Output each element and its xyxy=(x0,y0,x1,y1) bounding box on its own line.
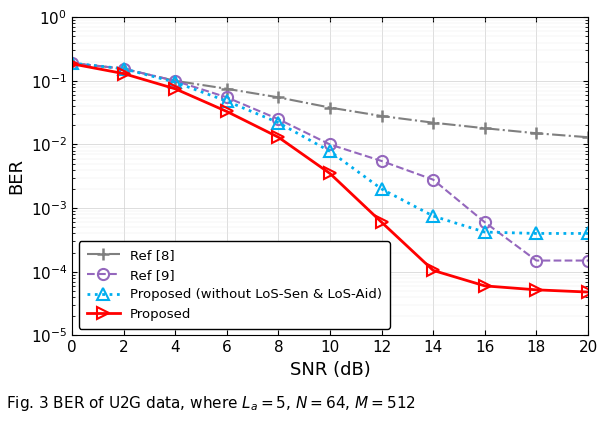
Proposed xyxy=(120,71,127,76)
Legend: Ref [8], Ref [9], Proposed (without LoS-Sen & LoS-Aid), Proposed: Ref [8], Ref [9], Proposed (without LoS-… xyxy=(79,241,390,329)
Ref [8] xyxy=(430,120,437,125)
Proposed (without LoS-Sen & LoS-Aid) xyxy=(275,120,282,125)
Proposed xyxy=(430,268,437,273)
X-axis label: SNR (dB): SNR (dB) xyxy=(290,361,370,379)
Proposed xyxy=(481,283,488,289)
Ref [8] xyxy=(326,105,334,110)
Ref [9] xyxy=(275,117,282,122)
Ref [8] xyxy=(584,135,592,140)
Ref [9] xyxy=(120,66,127,71)
Proposed xyxy=(584,289,592,295)
Ref [8] xyxy=(533,131,540,136)
Ref [8] xyxy=(223,86,230,91)
Proposed xyxy=(172,86,179,91)
Ref [8] xyxy=(275,95,282,100)
Ref [9] xyxy=(584,258,592,263)
Ref [8] xyxy=(172,78,179,83)
Proposed xyxy=(378,220,385,225)
Proposed (without LoS-Sen & LoS-Aid) xyxy=(68,61,76,66)
Proposed (without LoS-Sen & LoS-Aid) xyxy=(326,149,334,154)
Proposed (without LoS-Sen & LoS-Aid) xyxy=(378,186,385,191)
Ref [8] xyxy=(378,114,385,119)
Ref [9] xyxy=(430,177,437,182)
Line: Ref [9]: Ref [9] xyxy=(67,58,593,266)
Proposed xyxy=(326,171,334,176)
Proposed (without LoS-Sen & LoS-Aid) xyxy=(584,231,592,236)
Line: Ref [8]: Ref [8] xyxy=(66,57,594,144)
Y-axis label: BER: BER xyxy=(7,158,25,194)
Ref [9] xyxy=(481,220,488,225)
Ref [8] xyxy=(68,61,76,66)
Text: Fig. 3 BER of U2G data, where $L_a = 5$, $N = 64$, $M = 512$: Fig. 3 BER of U2G data, where $L_a = 5$,… xyxy=(6,394,416,413)
Proposed xyxy=(223,109,230,114)
Ref [9] xyxy=(533,258,540,263)
Ref [9] xyxy=(223,95,230,100)
Proposed xyxy=(275,135,282,140)
Proposed (without LoS-Sen & LoS-Aid) xyxy=(430,213,437,218)
Ref [8] xyxy=(481,126,488,131)
Ref [9] xyxy=(68,61,76,66)
Ref [9] xyxy=(172,78,179,83)
Ref [9] xyxy=(326,142,334,147)
Proposed (without LoS-Sen & LoS-Aid) xyxy=(120,66,127,71)
Line: Proposed: Proposed xyxy=(67,58,593,298)
Proposed xyxy=(533,287,540,292)
Proposed (without LoS-Sen & LoS-Aid) xyxy=(223,98,230,104)
Ref [8] xyxy=(120,66,127,71)
Proposed (without LoS-Sen & LoS-Aid) xyxy=(481,230,488,235)
Line: Proposed (without LoS-Sen & LoS-Aid): Proposed (without LoS-Sen & LoS-Aid) xyxy=(66,57,594,240)
Ref [9] xyxy=(378,158,385,163)
Proposed (without LoS-Sen & LoS-Aid) xyxy=(172,80,179,85)
Proposed (without LoS-Sen & LoS-Aid) xyxy=(533,231,540,236)
Proposed xyxy=(68,61,76,66)
